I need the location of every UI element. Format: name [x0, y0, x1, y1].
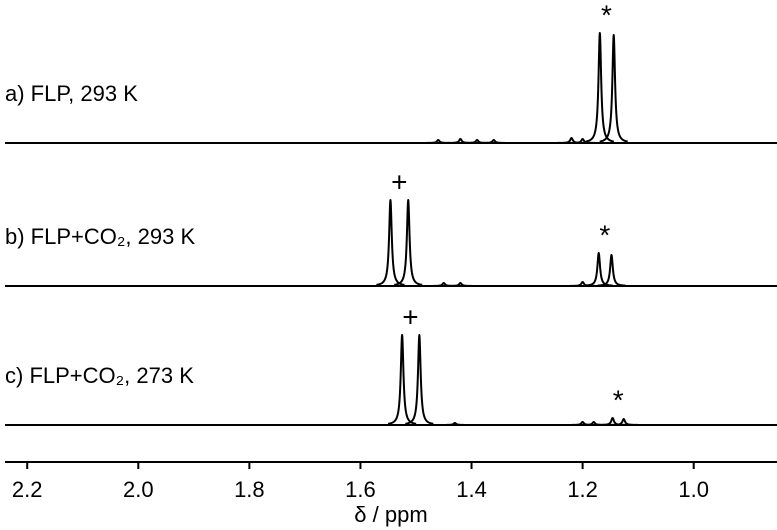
x-tick-label: 1.0 — [678, 477, 709, 502]
peak-annotation: * — [613, 384, 624, 415]
peak — [585, 32, 615, 143]
x-tick-label: 1.6 — [345, 477, 376, 502]
series-label: a) FLP, 293 K — [5, 81, 138, 106]
x-tick-label: 1.4 — [456, 477, 487, 502]
peak — [479, 139, 509, 144]
peak — [404, 334, 435, 425]
peak — [598, 34, 629, 143]
peak — [596, 254, 627, 287]
series-label: c) FLP+CO₂, 273 K — [5, 363, 194, 388]
x-tick-label: 2.0 — [123, 477, 154, 502]
peak — [567, 138, 598, 144]
peak-annotation: * — [601, 0, 612, 30]
series-label: b) FLP+CO₂, 293 K — [5, 224, 195, 249]
x-tick-label: 1.2 — [567, 477, 598, 502]
peak — [583, 252, 614, 287]
peak — [567, 421, 598, 426]
peak-annotation: + — [391, 166, 407, 197]
x-tick-label: 2.2 — [12, 477, 43, 502]
peak — [440, 422, 470, 426]
peak — [597, 417, 628, 426]
peak — [393, 199, 423, 286]
peak — [375, 199, 406, 286]
x-tick-label: 1.8 — [234, 477, 265, 502]
peak — [567, 281, 598, 287]
peak-annotation: * — [599, 219, 610, 250]
x-axis-label: δ / ppm — [354, 502, 427, 527]
peak — [445, 282, 476, 287]
peak — [556, 137, 587, 144]
peak-annotation: + — [402, 301, 418, 332]
peak — [608, 418, 639, 426]
peak — [387, 334, 417, 425]
